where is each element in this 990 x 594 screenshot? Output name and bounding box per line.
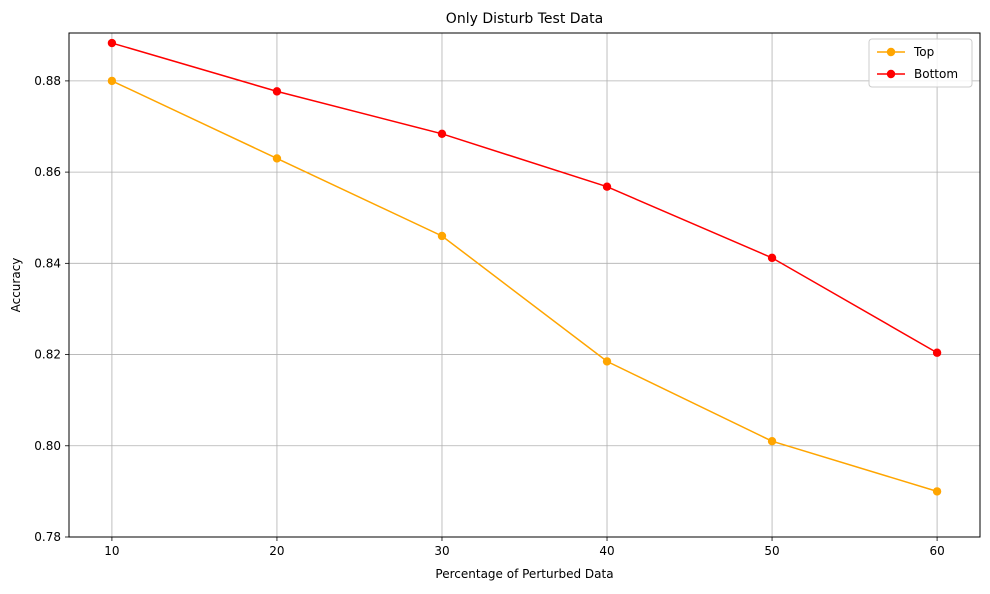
legend-marker-top xyxy=(886,47,896,57)
series-top xyxy=(107,76,942,496)
data-point-bottom xyxy=(272,87,282,96)
y-axis-label: Accuracy xyxy=(9,258,23,313)
x-tick-label: 60 xyxy=(929,544,944,558)
data-point-bottom xyxy=(767,253,777,263)
legend: Top Bottom xyxy=(868,38,973,88)
y-tick-label: 0.86 xyxy=(34,165,61,179)
legend-item-bottom: Bottom xyxy=(877,67,958,81)
data-point-bottom xyxy=(602,182,612,191)
x-tick-label: 40 xyxy=(599,544,614,558)
x-tick-label: 10 xyxy=(104,544,119,558)
data-point-bottom xyxy=(932,348,942,357)
data-point-bottom xyxy=(437,129,447,138)
data-point-top xyxy=(272,154,282,163)
legend-item-top: Top xyxy=(877,45,934,59)
y-tick-label: 0.84 xyxy=(34,256,61,270)
y-tick-label: 0.82 xyxy=(34,348,61,362)
plot-frame xyxy=(68,32,981,538)
series-bottom xyxy=(107,38,942,357)
legend-label-bottom: Bottom xyxy=(914,67,958,81)
series-line-top xyxy=(111,80,938,493)
y-tick-label: 0.88 xyxy=(34,74,61,88)
data-point-bottom xyxy=(107,38,117,48)
legend-label-top: Top xyxy=(913,45,934,59)
x-tick-label: 30 xyxy=(434,544,449,558)
series-layer xyxy=(107,38,942,496)
x-axis-label: Percentage of Perturbed Data xyxy=(435,567,613,581)
data-point-top xyxy=(602,357,612,366)
series-line-bottom xyxy=(111,42,938,354)
data-point-top xyxy=(932,487,942,496)
y-tick-label: 0.78 xyxy=(34,530,61,544)
x-tick-label: 50 xyxy=(764,544,779,558)
data-point-top xyxy=(437,231,447,241)
data-point-top xyxy=(767,437,777,446)
ticks: 10 20 30 40 50 60 0.78 0.80 0.82 0.84 0.86 0.88 xyxy=(34,74,944,558)
y-tick-label: 0.80 xyxy=(34,439,61,453)
data-point-top xyxy=(107,76,117,86)
legend-marker-bottom xyxy=(886,69,896,79)
chart-title: Only Disturb Test Data xyxy=(446,11,603,27)
x-tick-label: 20 xyxy=(269,544,284,558)
